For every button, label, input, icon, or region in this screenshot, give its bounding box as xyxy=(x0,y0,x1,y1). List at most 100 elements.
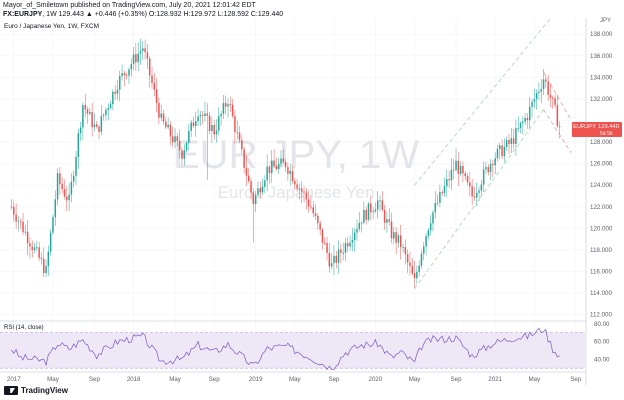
candle-body xyxy=(473,196,476,198)
candle-body xyxy=(335,255,338,263)
candle-body xyxy=(132,54,135,65)
candle-body xyxy=(167,124,169,128)
candle-body xyxy=(268,166,271,174)
candle-body xyxy=(300,188,303,192)
candle-body xyxy=(98,126,100,132)
candle-body xyxy=(151,75,153,84)
candle-body xyxy=(261,186,264,193)
candle-body xyxy=(413,273,416,279)
price-tick-label: 126.000 xyxy=(590,161,613,168)
candle-body xyxy=(347,243,349,247)
candle-body xyxy=(441,192,443,194)
watermark-name: Euro / Japanese Yen xyxy=(218,183,375,202)
time-tick-label: Sep xyxy=(451,376,463,383)
candle-body xyxy=(310,206,312,208)
candle-body xyxy=(95,124,98,127)
candle-body xyxy=(130,64,133,70)
time-axis[interactable]: 2017 May Sep 2018 May Sep 2019 May Sep 2020 May Sep… xyxy=(7,376,582,383)
candle-body xyxy=(61,184,63,190)
candle-body xyxy=(215,130,218,135)
candle-body xyxy=(386,219,388,223)
author-name[interactable]: Mayor_of_Smiletown xyxy=(3,2,69,9)
candle-body xyxy=(494,158,496,166)
candle-body xyxy=(243,149,245,168)
candle-body xyxy=(294,181,296,185)
candle-body xyxy=(22,221,24,233)
candle-body xyxy=(337,249,340,263)
rsi-pane: RSI (14, close) xyxy=(0,325,585,370)
candle-body xyxy=(252,192,255,205)
price-axis[interactable]: 112.000 114.000 116.000 118.000 120.000 122.0… xyxy=(590,31,613,318)
candle-body xyxy=(538,91,540,93)
candle-body xyxy=(501,145,503,157)
candle-body xyxy=(72,175,75,182)
watermark-symbol: EUR JPY, 1W xyxy=(173,133,419,177)
candle-body xyxy=(63,189,66,197)
time-tick-label: 2017 xyxy=(7,376,21,383)
candle-body xyxy=(144,48,146,53)
candle-body xyxy=(457,160,460,174)
candle-body xyxy=(54,199,57,218)
candle-body xyxy=(192,122,195,126)
candle-body xyxy=(165,121,167,128)
time-tick-label: Sep xyxy=(328,376,340,383)
tradingview-brand[interactable]: TradingView xyxy=(4,386,68,395)
candle-body xyxy=(480,184,483,191)
trendlines[interactable] xyxy=(414,13,572,289)
candle-body xyxy=(100,115,103,132)
candle-body xyxy=(238,132,241,141)
candle-body xyxy=(31,246,33,251)
candle-body xyxy=(40,257,43,259)
candle-body xyxy=(195,121,197,126)
candle-body xyxy=(296,184,298,189)
candle-body xyxy=(135,54,137,63)
rsi-axis: 80.00 60.00 40.00 xyxy=(594,321,610,364)
time-tick-label: Sep xyxy=(570,376,582,383)
candle-body xyxy=(363,209,365,223)
candle-body xyxy=(499,145,501,149)
brand-name: TradingView xyxy=(21,386,68,395)
rsi-tick-label: 60.00 xyxy=(594,339,610,346)
candle-body xyxy=(554,98,556,105)
trendline xyxy=(414,18,552,186)
candle-body xyxy=(38,247,40,258)
candle-body xyxy=(91,112,93,128)
candle-body xyxy=(201,114,204,116)
candle-body xyxy=(146,52,149,59)
candle-body xyxy=(93,124,96,128)
candle-body xyxy=(75,156,77,176)
price-chart[interactable]: EUR JPY, 1W Euro / Japanese Yen Euro / J… xyxy=(0,0,624,386)
candle-body xyxy=(436,202,439,204)
candle-body xyxy=(326,243,328,253)
candle-body xyxy=(259,188,262,193)
candle-body xyxy=(176,136,179,141)
time-tick-label: May xyxy=(409,376,422,383)
candle-body xyxy=(342,252,344,254)
candle-body xyxy=(305,192,308,200)
price-tick-label: 118.000 xyxy=(590,247,612,254)
time-tick-label: Sep xyxy=(209,376,221,383)
candle-body xyxy=(123,73,126,76)
candle-body xyxy=(169,124,172,137)
rsi-tick-label: 40.00 xyxy=(594,356,610,363)
candle-body xyxy=(128,69,130,76)
candle-body xyxy=(314,213,317,216)
candle-body xyxy=(206,113,209,116)
time-tick-label: 2019 xyxy=(249,376,263,383)
ohlc-values: , 1W 129.443 ▲ +0.446 (+0.35%) O:128.932… xyxy=(42,11,284,18)
candle-body xyxy=(188,130,190,143)
candle-body xyxy=(70,181,73,195)
candle-body xyxy=(328,252,331,267)
candle-body xyxy=(102,115,105,116)
candle-body xyxy=(489,163,492,172)
candle-body xyxy=(107,108,109,110)
candle-body xyxy=(275,165,278,170)
price-tick-label: 134.000 xyxy=(590,74,613,81)
candle-body xyxy=(234,115,236,132)
candle-body xyxy=(257,188,259,195)
candle-body xyxy=(492,163,494,166)
candle-body xyxy=(298,188,301,190)
candle-body xyxy=(236,131,238,133)
candle-body xyxy=(114,91,116,94)
publish-line: Mayor_of_Smiletown published on TradingV… xyxy=(3,2,256,9)
